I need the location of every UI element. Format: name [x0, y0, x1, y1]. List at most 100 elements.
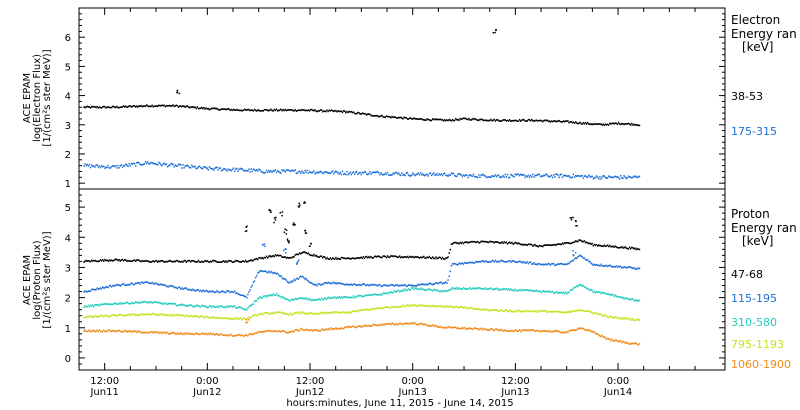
proton-series-1-point	[248, 291, 250, 293]
proton-series-3-point	[624, 318, 626, 321]
proton-series-4-point	[447, 326, 449, 328]
proton-y-tick-label-4: 4	[65, 233, 71, 244]
proton-series-0-point	[89, 260, 92, 263]
proton-series-1-point	[491, 260, 493, 262]
electron-series-0-point	[514, 119, 516, 122]
proton-series-2-point	[336, 296, 338, 299]
electron-series-1-point	[322, 172, 324, 175]
proton-series-4-point	[495, 328, 498, 330]
electron-series-0-point	[487, 119, 489, 122]
proton-series-0-point	[482, 240, 484, 243]
electron-series-1-point	[412, 172, 414, 174]
proton-series-0-point	[249, 259, 251, 262]
proton-series-0-point	[638, 248, 641, 251]
electron-series-1-point	[410, 175, 412, 177]
proton-series-4-point	[172, 331, 174, 334]
proton-series-0-point	[282, 256, 284, 258]
proton-series-2-point	[187, 305, 190, 307]
proton-series-2-point	[291, 298, 293, 301]
proton-series-2-point	[293, 298, 295, 301]
proton-series-1-point	[489, 260, 491, 263]
proton-series-0-point	[302, 251, 304, 254]
proton-series-4-point	[118, 329, 120, 332]
proton-series-1-point	[573, 258, 576, 260]
proton-series-2-point	[355, 296, 357, 299]
proton-series-3-point	[498, 310, 500, 312]
proton-series-4-point	[188, 333, 191, 335]
proton-series-1-point	[362, 283, 365, 285]
proton-series-1-point	[373, 283, 376, 286]
electron-series-1-point	[158, 161, 160, 164]
electron-series-1-point	[135, 165, 137, 167]
proton-series-0-point	[573, 241, 576, 243]
proton-series-1-point	[369, 284, 371, 287]
electron-series-1-point	[261, 171, 263, 173]
proton-series-4-point	[335, 327, 337, 329]
proton-series-3-point	[127, 314, 129, 316]
proton-series-2-point	[204, 305, 206, 307]
electron-series-1-point	[221, 169, 224, 171]
proton-series-3-point	[638, 319, 641, 321]
electron-series-1-point	[516, 173, 519, 175]
proton-series-3-point	[582, 309, 585, 312]
proton-spike-14-point	[285, 248, 287, 251]
proton-series-4-point	[331, 328, 334, 330]
electron-series-1-point	[330, 171, 333, 173]
proton-series-1-point	[434, 283, 436, 285]
proton-series-0-point	[230, 260, 233, 262]
electron-series-1-point	[553, 174, 555, 176]
proton-series-3-point	[488, 309, 490, 312]
electron-series-1-point	[584, 175, 587, 177]
proton-series-1-point	[572, 259, 575, 262]
proton-series-1-point	[438, 281, 440, 284]
proton-series-4-point	[349, 326, 351, 328]
electron-series-1-point	[426, 173, 428, 176]
electron-y-tick-label-4: 5	[65, 62, 71, 73]
electron-series-0-point	[622, 123, 624, 125]
proton-series-1-point	[482, 260, 484, 262]
proton-series-2-point	[509, 289, 511, 291]
proton-series-0-point	[567, 242, 569, 244]
proton-series-2-point	[494, 288, 497, 290]
proton-series-0-point	[521, 244, 523, 246]
proton-series-4-point	[193, 333, 195, 336]
proton-series-0-point	[301, 252, 303, 254]
proton-series-2-point	[520, 289, 522, 292]
proton-series-4-point	[267, 330, 269, 332]
proton-series-4-point	[355, 326, 357, 328]
proton-series-4-point	[449, 326, 451, 329]
proton-series-4-point	[573, 329, 576, 332]
proton-series-4-point	[610, 339, 612, 342]
electron-series-0-point	[572, 121, 575, 124]
proton-series-0-point	[490, 240, 492, 243]
proton-series-2-point	[119, 302, 121, 304]
proton-series-2-point	[190, 304, 192, 306]
electron-series-0-point	[128, 105, 130, 107]
proton-series-1-point	[278, 274, 280, 276]
proton-series-0-point	[548, 244, 550, 246]
proton-series-0-point	[426, 256, 428, 258]
proton-series-0-point	[209, 260, 212, 263]
proton-series-1-point	[562, 263, 565, 266]
proton-y-tick-label-2: 2	[65, 294, 71, 305]
proton-series-3-point	[483, 308, 486, 311]
electron-series-1-point	[88, 163, 91, 166]
proton-series-2-point	[572, 287, 575, 290]
proton-series-1-point	[516, 261, 519, 264]
proton-series-2-point	[594, 291, 597, 294]
proton-series-1-point	[506, 260, 509, 263]
proton-series-2-point	[412, 287, 414, 289]
proton-series-4-point	[337, 327, 339, 330]
proton-series-0-point	[124, 259, 126, 261]
proton-series-1-point	[364, 284, 367, 287]
proton-series-4-point	[600, 335, 602, 338]
proton-series-1-point	[408, 284, 411, 286]
proton-series-1-point	[194, 289, 196, 292]
proton-series-2-point	[198, 305, 201, 308]
proton-series-1-point	[305, 277, 307, 280]
proton-series-0-point	[488, 241, 490, 244]
proton-series-0-point	[632, 247, 634, 249]
proton-series-2-point	[532, 289, 534, 292]
proton-series-3-point	[403, 306, 405, 308]
proton-series-0-point	[163, 261, 165, 263]
